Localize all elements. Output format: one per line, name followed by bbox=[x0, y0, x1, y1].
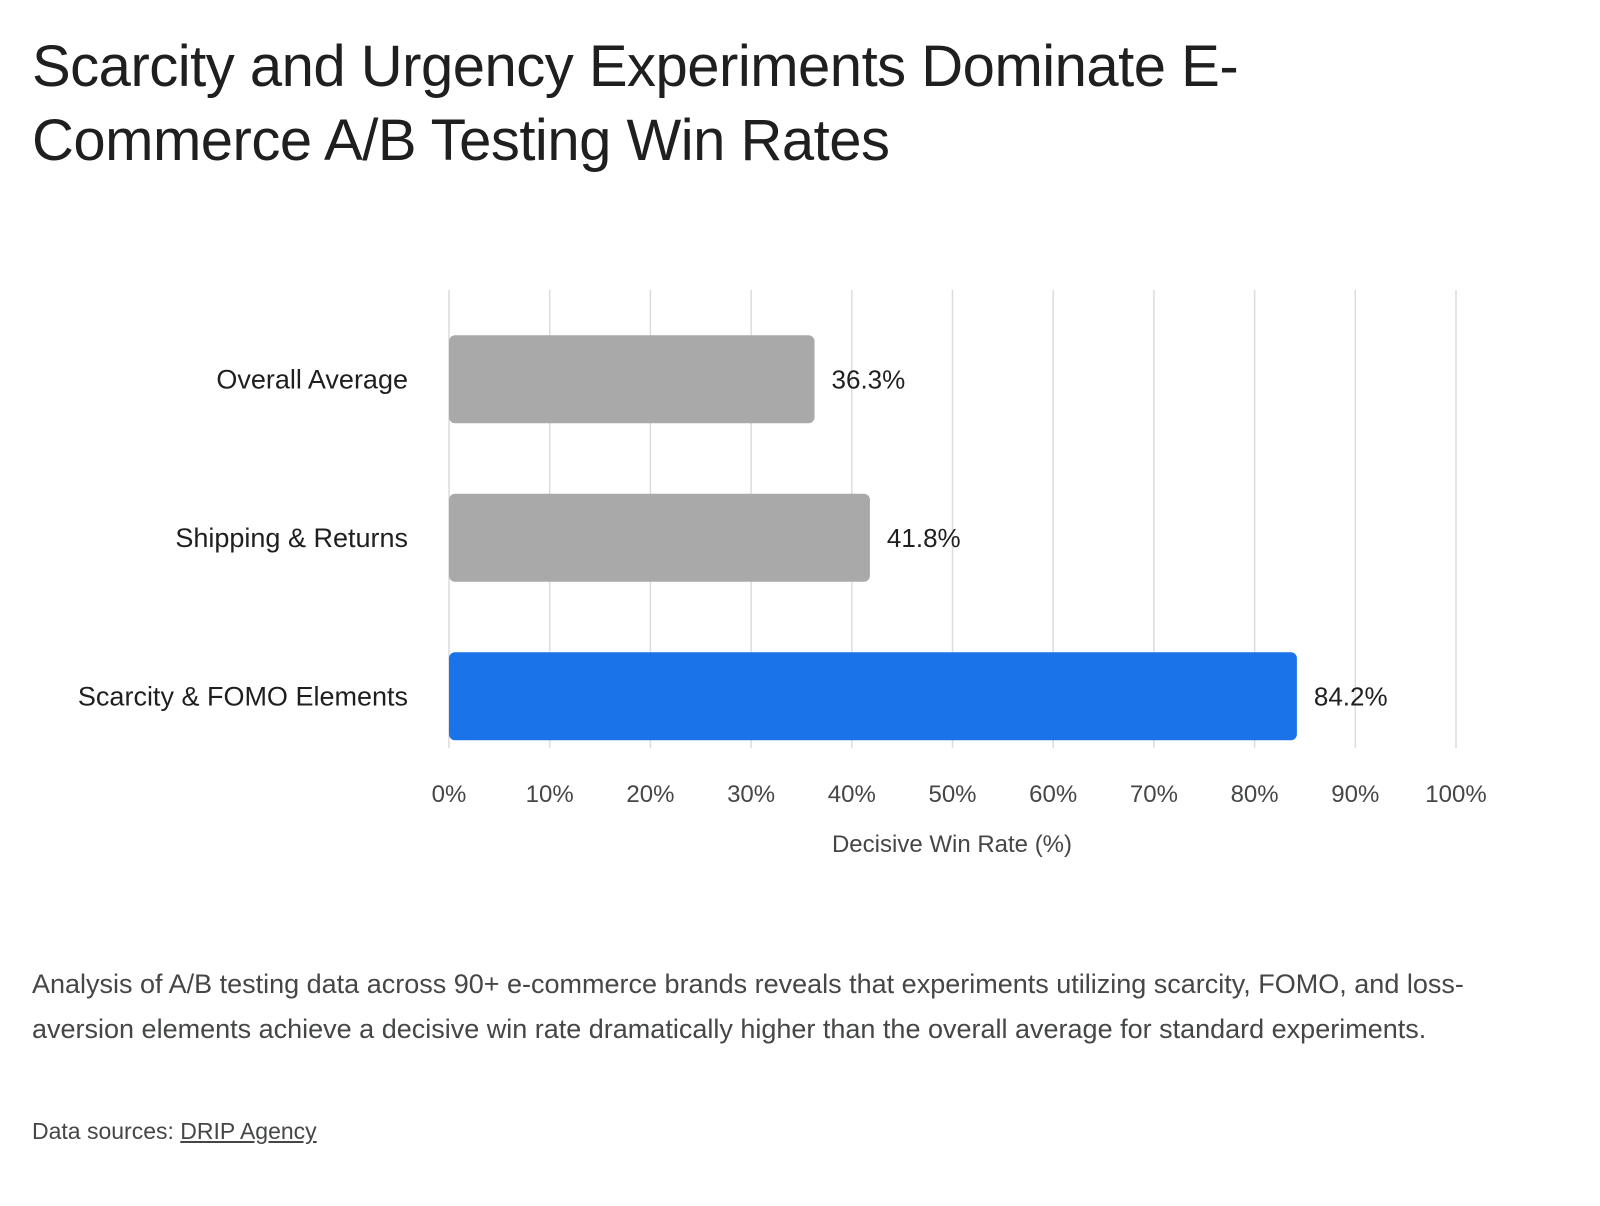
x-tick-labels: 0% 10% 20% 30% 40% 50% 60% 70% 80% 90% 100% bbox=[432, 781, 1487, 808]
x-tick-label: 80% bbox=[1231, 781, 1279, 808]
x-tick-label: 30% bbox=[727, 781, 775, 808]
bars bbox=[449, 335, 1297, 741]
x-tick-label: 90% bbox=[1331, 781, 1379, 808]
data-source: Data sources: DRIP Agency bbox=[32, 1118, 317, 1145]
bar bbox=[449, 493, 870, 582]
category-label: Overall Average bbox=[216, 364, 408, 394]
value-labels: 36.3% 41.8% 84.2% bbox=[832, 364, 1388, 711]
x-tick-label: 60% bbox=[1029, 781, 1077, 808]
bar-chart: 36.3% 41.8% 84.2% Overall Average Shipping … bbox=[78, 290, 1487, 858]
data-source-prefix: Data sources: bbox=[32, 1118, 181, 1144]
bar-value-label: 84.2% bbox=[1314, 681, 1388, 711]
category-labels: Overall Average Shipping & Returns Scarcit… bbox=[78, 364, 408, 711]
x-axis-title: Decisive Win Rate (%) bbox=[832, 831, 1072, 858]
category-label: Scarcity & FOMO Elements bbox=[78, 681, 408, 711]
chart-title: Scarcity and Urgency Experiments Dominat… bbox=[32, 34, 1239, 173]
bar bbox=[449, 335, 815, 424]
category-label: Shipping & Returns bbox=[175, 523, 408, 553]
x-tick-label: 50% bbox=[928, 781, 976, 808]
bar-value-label: 41.8% bbox=[887, 523, 961, 553]
x-tick-label: 70% bbox=[1130, 781, 1178, 808]
data-source-link[interactable]: DRIP Agency bbox=[180, 1118, 317, 1144]
chart-description: Analysis of A/B testing data across 90+ … bbox=[32, 969, 1464, 1044]
x-tick-label: 40% bbox=[828, 781, 876, 808]
bar-value-label: 36.3% bbox=[832, 364, 906, 394]
x-tick-label: 10% bbox=[526, 781, 574, 808]
x-tick-label: 100% bbox=[1425, 781, 1486, 808]
x-tick-label: 20% bbox=[626, 781, 674, 808]
bar bbox=[449, 652, 1297, 741]
x-tick-label: 0% bbox=[432, 781, 467, 808]
